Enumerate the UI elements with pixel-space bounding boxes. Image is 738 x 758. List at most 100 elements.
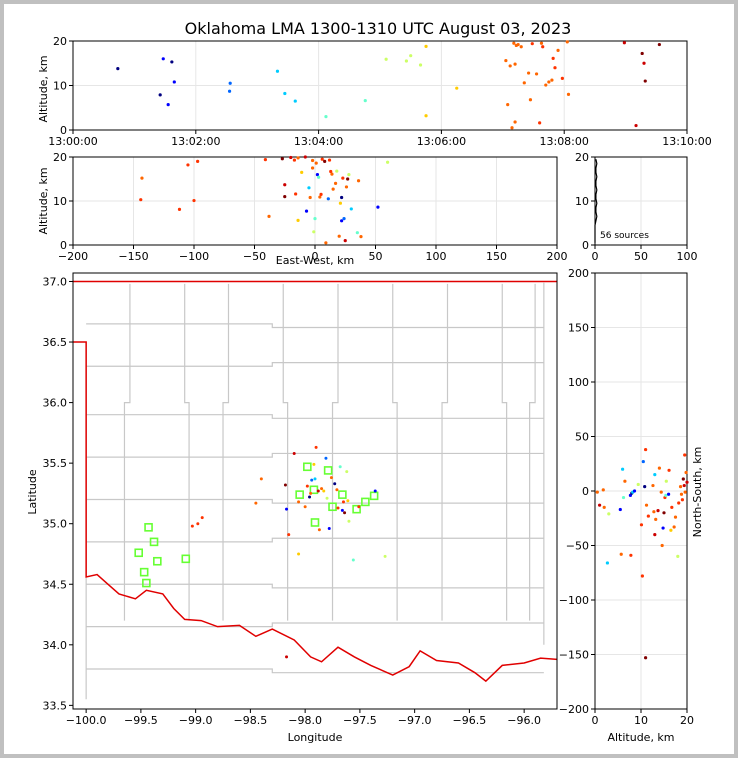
x-tick-label: −99.0 xyxy=(179,714,213,727)
lma-source-point xyxy=(333,181,338,185)
lma-source-point xyxy=(303,155,307,159)
lma-source-point xyxy=(678,485,683,489)
plan-view-data xyxy=(134,445,387,659)
lma-source-point xyxy=(228,81,232,85)
lma-station-marker xyxy=(361,497,370,507)
lma-source-point xyxy=(297,500,301,504)
lma-source-point xyxy=(634,123,638,128)
county-line xyxy=(86,414,544,419)
lma-source-point xyxy=(376,205,380,209)
lma-source-point xyxy=(653,473,657,477)
y-tick-label: 0 xyxy=(60,124,67,137)
lma-source-point xyxy=(275,69,280,73)
lma-station-marker xyxy=(310,518,320,527)
county-line xyxy=(441,283,449,621)
lma-source-point xyxy=(267,214,271,218)
lma-source-point xyxy=(629,553,633,557)
lma-source-point xyxy=(325,496,329,500)
lma-source-point xyxy=(324,115,328,119)
lma-source-point xyxy=(327,158,332,162)
lma-source-point xyxy=(329,169,333,174)
x-tick-label: 150 xyxy=(486,250,507,263)
lma-source-point xyxy=(316,489,320,493)
lma-source-point xyxy=(329,476,333,480)
lma-source-point xyxy=(357,505,361,509)
lma-source-point xyxy=(595,490,599,494)
lma-source-point xyxy=(336,506,340,510)
lma-source-point xyxy=(347,519,351,523)
lma-station-marker xyxy=(369,491,379,501)
lma-station-marker xyxy=(181,554,191,564)
lma-source-point xyxy=(605,561,610,565)
chart-title: Oklahoma LMA 1300-1310 UTC August 03, 20… xyxy=(185,19,572,38)
lma-source-point xyxy=(669,528,673,532)
lma-source-point xyxy=(293,99,297,103)
x-tick-label: 0 xyxy=(592,714,599,727)
lma-source-point xyxy=(196,522,200,526)
lma-source-point xyxy=(522,81,526,85)
x-tick-label: 50 xyxy=(634,250,648,263)
x-tick-label: 13:00:00 xyxy=(48,135,97,148)
lma-source-point xyxy=(418,63,423,67)
lma-source-point xyxy=(534,72,539,76)
lma-source-point xyxy=(632,489,637,493)
lma-source-point xyxy=(335,488,339,492)
lma-source-point xyxy=(359,235,363,239)
lma-source-point xyxy=(116,66,120,71)
lma-source-point xyxy=(319,192,323,196)
lma-source-point xyxy=(519,45,523,49)
county-line xyxy=(282,283,289,621)
lma-source-point xyxy=(345,470,349,474)
lma-source-point xyxy=(139,198,143,202)
y-tick-label: −50 xyxy=(566,540,589,553)
lma-source-point xyxy=(346,499,350,503)
lma-source-point xyxy=(338,465,342,469)
x-tick-label: −200 xyxy=(58,250,88,263)
time-height-panel: 13:00:00 13:02:00 13:04:00 13:06:00 13:08:00… xyxy=(48,35,711,148)
lma-source-point xyxy=(177,207,182,211)
lma-source-point xyxy=(320,157,324,161)
lma-source-point xyxy=(680,498,685,502)
lma-source-point xyxy=(553,66,557,70)
lma-source-point xyxy=(504,58,508,63)
lma-source-point xyxy=(683,490,687,494)
lma-source-point xyxy=(670,505,674,509)
lma-chart: Oklahoma LMA 1300-1310 UTC August 03, 20… xyxy=(26,19,712,744)
y-tick-label: 10 xyxy=(575,195,589,208)
lma-source-point xyxy=(340,219,344,223)
lma-source-point xyxy=(602,505,606,509)
x-tick-label: −100 xyxy=(179,250,209,263)
lma-source-point xyxy=(673,515,678,519)
lma-source-point xyxy=(170,60,174,64)
y-tick-label: 100 xyxy=(568,376,589,389)
source-count-label: 56 sources xyxy=(600,231,649,241)
x-tick-label: 0 xyxy=(592,250,599,263)
ew-height-panel: −200 −150 −100 −50 0 50 100 150 200 0 10 20 xyxy=(53,151,568,263)
lma-source-point xyxy=(660,543,664,548)
lma-source-point xyxy=(652,510,656,514)
lma-source-point xyxy=(326,197,330,201)
lma-source-point xyxy=(320,487,324,491)
x-tick-label: −99.5 xyxy=(124,714,158,727)
county-line xyxy=(123,283,131,621)
y-tick-label: 34.5 xyxy=(43,578,68,591)
lma-source-point xyxy=(622,41,626,45)
lma-source-point xyxy=(340,508,344,512)
lma-source-point xyxy=(657,466,662,470)
plan-view-xlabel: Longitude xyxy=(288,731,343,744)
lma-source-point xyxy=(383,554,387,558)
x-tick-label: 20 xyxy=(680,714,694,727)
x-tick-label: 200 xyxy=(547,250,568,263)
time-height-ylabel: Altitude, km xyxy=(37,55,50,122)
x-tick-label: 0 xyxy=(312,250,319,263)
lma-source-point xyxy=(340,195,344,200)
lma-source-point xyxy=(539,41,544,45)
plan-view-panel: −100.0 −99.5 −99.0 −98.5 −98.0 −97.5 −97.0 −96.… xyxy=(43,272,558,727)
histogram-panel: 0 50 100 0 10 20 xyxy=(575,151,698,263)
lma-source-point xyxy=(643,79,647,83)
ew-height-ylabel: Altitude, km xyxy=(37,167,50,234)
county-line xyxy=(501,283,508,621)
lma-source-point xyxy=(544,83,548,87)
lma-source-point xyxy=(259,477,263,481)
lma-source-point xyxy=(318,195,322,199)
